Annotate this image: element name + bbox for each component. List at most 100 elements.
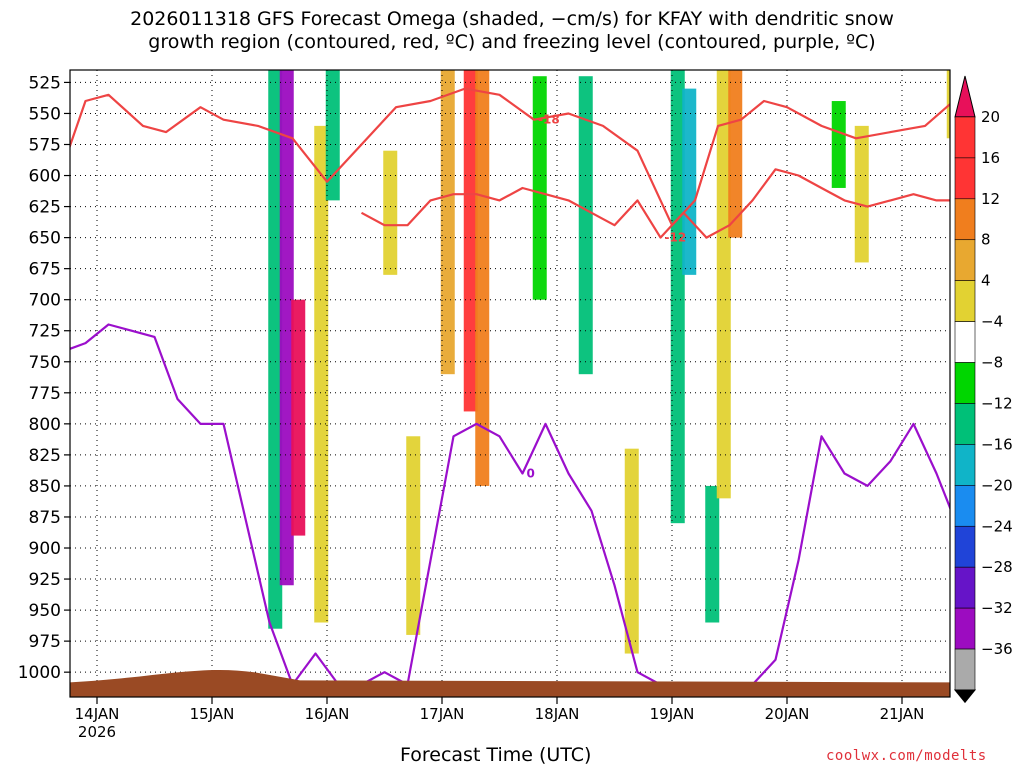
plot-frame [69, 69, 951, 698]
omega-cell [831, 101, 846, 188]
contour-label: 0 [527, 467, 535, 481]
x-tick-label: 16JAN [305, 705, 350, 723]
omega-cell [728, 70, 743, 238]
omega-cell [463, 70, 478, 412]
colorbar-swatch [954, 321, 976, 363]
colorbar-swatch [954, 485, 976, 527]
y-tick-label: 975 [29, 632, 61, 652]
y-tick-label: 925 [29, 570, 61, 590]
y-tick-label: 875 [29, 508, 61, 528]
colorbar-swatch [954, 157, 976, 200]
colorbar-swatch [954, 116, 976, 159]
colorbar-swatch [954, 607, 976, 650]
omega-cell [670, 70, 685, 524]
omega-cell [854, 125, 869, 263]
omega-cell [946, 70, 950, 139]
y-tick-label: 775 [29, 384, 61, 404]
omega-cell [440, 70, 455, 375]
contour--12 [360, 168, 950, 239]
y-tick-label: 725 [29, 322, 61, 342]
omega-cell [532, 76, 547, 300]
y-tick-label: 650 [29, 229, 61, 249]
y-tick-label: 525 [29, 73, 61, 93]
x-tick-label: 14JAN [75, 705, 120, 723]
y-tick-label: 675 [29, 260, 61, 280]
colorbar-swatch [954, 566, 976, 609]
colorbar-label: −20 [981, 476, 1013, 494]
terrain [70, 669, 950, 697]
x-tick-label: 15JAN [190, 705, 235, 723]
contour--18 [70, 87, 950, 227]
x-tick-label: 17JAN [420, 705, 465, 723]
y-tick-label: 900 [29, 539, 61, 559]
colorbar-label: 8 [981, 231, 991, 249]
contour-0 [70, 323, 950, 686]
x-tick-year: 2026 [78, 723, 116, 741]
chart-title-line-2: growth region (contoured, red, ºC) and f… [148, 31, 876, 53]
colorbar-label: −36 [981, 640, 1013, 658]
plot-area [70, 70, 950, 697]
omega-cell [682, 88, 697, 275]
credit-text: coolwx.com/modelts [826, 748, 987, 764]
omega-cell [624, 448, 639, 654]
colorbar-label: −24 [981, 517, 1013, 535]
colorbar-swatch [954, 239, 976, 281]
colorbar: 20 16 12 8 4 −4 −8 −12 −16 −20 −24 −28 −32 −36 [953, 75, 1013, 704]
colorbar-swatch [954, 525, 976, 568]
contour-label: -12 [665, 231, 687, 245]
y-tick-label: 600 [29, 167, 61, 187]
omega-shading [268, 70, 950, 654]
contour-label: -18 [538, 113, 560, 127]
colorbar-swatch [954, 198, 976, 241]
x-tick-label: 20JAN [765, 705, 810, 723]
omega-cell [578, 76, 593, 375]
omega-cell [325, 70, 340, 201]
y-tick-label: 1000 [18, 663, 61, 683]
colorbar-label: −12 [981, 394, 1013, 412]
colorbar-swatch [954, 362, 976, 404]
omega-cell [475, 70, 490, 486]
omega-cell [268, 70, 283, 629]
omega-cell [705, 485, 720, 623]
y-tick-label: 750 [29, 353, 61, 373]
y-axis: 525 550 575 600 625 650 675 700 725 750 775 800 825 8… [18, 73, 70, 683]
colorbar-top-arrow [954, 75, 976, 118]
colorbar-label: −28 [981, 558, 1013, 576]
y-tick-label: 550 [29, 104, 61, 124]
colorbar-label: −32 [981, 599, 1013, 617]
colorbar-label: 4 [981, 272, 991, 290]
temperature-contours: -18 -12 0 [70, 87, 950, 686]
y-tick-label: 850 [29, 477, 61, 497]
colorbar-label: 16 [981, 149, 1000, 167]
x-tick-label: 18JAN [535, 705, 580, 723]
omega-cell [314, 125, 329, 623]
chart-title-line-1: 2026011318 GFS Forecast Omega (shaded, −… [130, 8, 894, 30]
y-tick-label: 950 [29, 601, 61, 621]
terrain-surface [70, 669, 950, 697]
colorbar-label: −16 [981, 435, 1013, 453]
x-axis-label: Forecast Time (UTC) [400, 744, 592, 766]
colorbar-label: 12 [981, 190, 1000, 208]
colorbar-swatch [954, 280, 976, 322]
x-tick-label: 21JAN [880, 705, 925, 723]
omega-cell [383, 150, 398, 275]
x-tick-label: 19JAN [650, 705, 695, 723]
omega-cell [291, 299, 306, 536]
x-axis: 14JAN 15JAN 16JAN 17JAN 18JAN 19JAN 20JAN 21JAN… [75, 697, 925, 741]
y-tick-label: 800 [29, 415, 61, 435]
colorbar-swatch [954, 403, 976, 445]
colorbar-swatch [954, 444, 976, 486]
y-tick-label: 700 [29, 291, 61, 311]
omega-cell [716, 70, 731, 499]
colorbar-label: −8 [981, 354, 1003, 372]
y-tick-label: 575 [29, 135, 61, 155]
y-tick-label: 625 [29, 198, 61, 218]
colorbar-bottom-arrow [953, 689, 977, 704]
y-tick-label: 825 [29, 446, 61, 466]
omega-cell [279, 70, 294, 586]
omega-cell [406, 436, 421, 635]
colorbar-swatch [954, 648, 976, 691]
colorbar-label: −4 [981, 313, 1003, 331]
colorbar-label: 20 [981, 108, 1000, 126]
